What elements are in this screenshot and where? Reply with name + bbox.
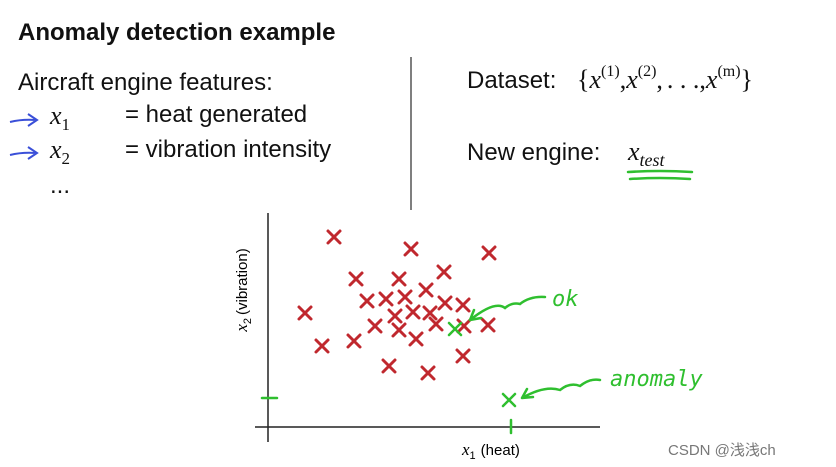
cross: [408, 331, 424, 347]
dataset-label: Dataset:: [467, 67, 556, 94]
cross: [418, 282, 434, 298]
cross: [420, 365, 436, 381]
cross: [346, 333, 362, 349]
annotations: [260, 295, 602, 435]
cross: [367, 318, 383, 334]
axes: [255, 213, 600, 442]
cross: [428, 316, 444, 332]
new-engine-label: New engine:: [467, 139, 600, 166]
note-anomaly: anomaly: [610, 367, 703, 392]
dataset-set: {x(1),x(2),. . .,x(m)}: [577, 63, 753, 94]
cross: [381, 358, 397, 374]
y-axis-label: x2(vibration): [232, 248, 254, 332]
test-symbol: xtest: [627, 137, 666, 170]
watermark: CSDN @浅浅ch: [668, 442, 776, 459]
heading: Aircraft engine features:: [18, 69, 273, 96]
cross: [314, 338, 330, 354]
cross: [387, 308, 403, 324]
cross: [455, 297, 471, 313]
cross: [480, 317, 496, 333]
cross: [405, 304, 421, 320]
note-ok: ok: [552, 287, 579, 312]
title: Anomaly detection example: [18, 19, 335, 46]
points: [297, 229, 497, 381]
feature-symbol: x2: [49, 135, 70, 168]
cross: [391, 271, 407, 287]
cross: [297, 305, 313, 321]
cross: [391, 322, 407, 338]
cross: [437, 295, 453, 311]
x-axis-label: x1 (heat): [461, 440, 520, 462]
cross: [397, 289, 413, 305]
cross: [422, 305, 438, 321]
cross: [378, 291, 394, 307]
feature-symbol: x1: [49, 101, 70, 134]
cross: [481, 245, 497, 261]
cross: [403, 241, 419, 257]
underline: [626, 169, 694, 181]
arrows: [9, 113, 39, 160]
cross: [348, 271, 364, 287]
feature-text: = heat generated: [125, 101, 307, 128]
cross: [436, 264, 452, 280]
cross: [326, 229, 342, 245]
ellipsis: ...: [50, 172, 70, 199]
feature-text: = vibration intensity: [125, 136, 331, 163]
cross: [359, 293, 375, 309]
cross: [456, 318, 472, 334]
cross: [455, 348, 471, 364]
